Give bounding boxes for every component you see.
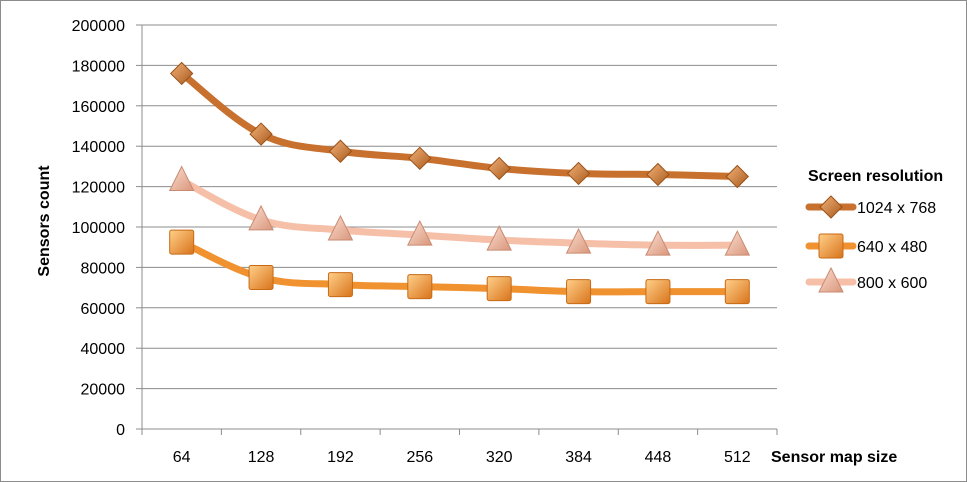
marker-s2-p6	[645, 230, 671, 256]
marker-s0-p6	[646, 162, 670, 187]
x-axis-title: Sensor map size	[771, 449, 897, 466]
x-tick-label-0: 64	[173, 449, 191, 466]
marker-s2-p1	[248, 204, 274, 231]
y-tick-label-9: 180000	[72, 58, 125, 75]
y-tick-label-5: 100000	[72, 220, 125, 237]
x-tick-label-7: 512	[724, 449, 751, 466]
series-markers	[168, 61, 751, 305]
y-tick-label-1: 20000	[81, 382, 126, 399]
marker-s1-p3	[407, 274, 433, 300]
y-tick-label-4: 80000	[81, 260, 126, 277]
marker-s2-p4	[486, 225, 512, 251]
marker-s1-p4	[486, 276, 512, 302]
y-tick-label-10: 200000	[72, 18, 125, 35]
marker-s2-p5	[565, 228, 592, 254]
y-tick-labels: 0 20000 40000 60000 80000 100000 120000 140000 1…	[72, 18, 125, 439]
x-tick-label-3: 256	[406, 449, 433, 466]
series-line-0	[178, 69, 741, 180]
marker-s0-p7	[725, 164, 750, 189]
marker-s1-p1	[248, 265, 274, 290]
marker-s0-p5	[566, 161, 591, 186]
y-tick-label-0: 0	[116, 422, 125, 439]
marker-s0-p3	[408, 146, 432, 171]
gridlines	[136, 24, 778, 435]
x-tick-label-4: 320	[486, 449, 513, 466]
x-tick-label-1: 128	[248, 449, 275, 466]
marker-s0-p1	[249, 122, 273, 146]
x-tick-label-2: 192	[327, 449, 354, 466]
y-axis-title: Sensors count	[36, 165, 53, 277]
marker-s1-p6	[645, 279, 671, 305]
marker-s1-p7	[724, 279, 750, 305]
legend-marker-1	[818, 233, 844, 259]
marker-s0-p4	[487, 156, 511, 181]
marker-s2-p7	[724, 230, 751, 256]
marker-s2-p2	[327, 214, 354, 241]
marker-s1-p0	[169, 229, 195, 255]
legend: Screen resolution 1024 x 768 640 x 480 800…	[805, 168, 943, 293]
marker-s0-p2	[328, 139, 353, 163]
y-tick-label-2: 40000	[81, 341, 126, 358]
marker-s2-p0	[168, 165, 195, 192]
legend-marker-2	[818, 266, 844, 293]
marker-s0-p0	[169, 61, 194, 86]
x-tick-labels: 64 128 192 256 320 384 448 512	[173, 449, 751, 466]
y-tick-label-8: 160000	[72, 99, 125, 116]
marker-s1-p2	[327, 272, 353, 298]
x-tick-label-6: 448	[645, 449, 672, 466]
legend-marker-0	[819, 195, 843, 219]
legend-label-0: 1024 x 768	[857, 200, 936, 217]
y-tick-label-7: 140000	[72, 139, 125, 156]
legend-label-2: 800 x 600	[857, 275, 927, 292]
marker-s1-p5	[566, 279, 592, 305]
legend-title: Screen resolution	[808, 168, 943, 185]
legend-label-1: 640 x 480	[857, 239, 927, 256]
x-tick-label-5: 384	[565, 449, 592, 466]
y-tick-label-3: 60000	[81, 301, 126, 318]
y-tick-label-6: 120000	[72, 180, 125, 197]
marker-s2-p3	[407, 219, 433, 246]
